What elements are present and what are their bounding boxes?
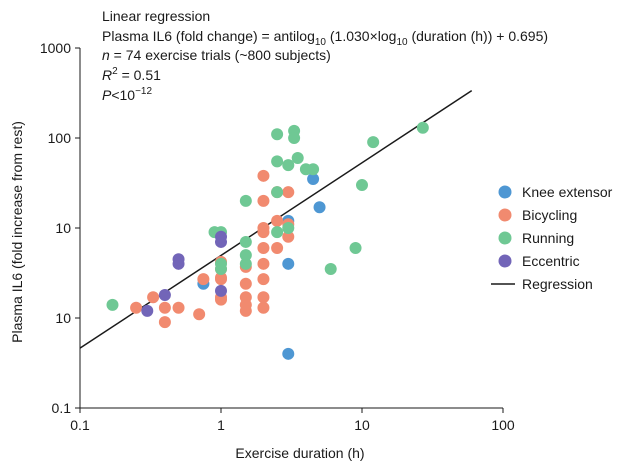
y-tick-label: 10 — [55, 310, 71, 326]
x-tick-label: 10 — [354, 417, 370, 433]
x-tick-label: 0.1 — [70, 417, 90, 433]
data-point-running — [291, 151, 304, 164]
data-point-bicycling — [147, 291, 160, 304]
data-point-bicycling — [172, 301, 185, 314]
y-tick-label: 0.1 — [52, 400, 72, 416]
legend-marker-bicycling — [498, 208, 512, 222]
data-point-running — [239, 235, 252, 248]
data-point-running — [307, 163, 320, 176]
data-point-running — [324, 263, 337, 276]
data-point-eccentric — [215, 230, 227, 243]
x-axis-label: Exercise duration (h) — [235, 445, 364, 461]
legend-marker-eccentric — [498, 254, 512, 268]
data-point-eccentric — [141, 304, 154, 317]
data-point-running — [239, 249, 252, 262]
legend-label-regression: Regression — [522, 276, 593, 292]
legend-label-bicycling: Bicycling — [522, 207, 577, 223]
data-point-knee-extensor — [282, 347, 295, 360]
data-point-eccentric — [215, 284, 227, 297]
data-point-eccentric — [172, 253, 185, 266]
y-axis-ticks: 0.1 10 10 100 1000 — [40, 40, 80, 416]
data-point-bicycling — [193, 308, 206, 321]
data-point-running — [288, 132, 301, 144]
y-tick-label: 10 — [55, 220, 71, 236]
x-axis-ticks: 0.1 1 10 100 — [70, 408, 515, 433]
data-point-running — [282, 222, 295, 234]
data-point-running — [416, 121, 429, 134]
data-point-bicycling — [215, 271, 227, 284]
data-point-running — [239, 257, 252, 270]
data-point-knee-extensor — [313, 201, 326, 214]
data-point-eccentric — [158, 289, 171, 302]
data-point-bicycling — [282, 186, 295, 199]
data-point-running — [282, 159, 295, 172]
data-point-running — [349, 241, 362, 254]
legend-label-eccentric: Eccentric — [522, 253, 580, 269]
legend-marker-knee-extensor — [498, 185, 512, 199]
y-tick-label: 1000 — [40, 40, 71, 56]
points-layer — [106, 121, 429, 360]
data-point-bicycling — [239, 277, 252, 290]
data-point-bicycling — [130, 301, 143, 314]
data-point-running — [106, 298, 119, 311]
y-axis-label: Plasma IL6 (fold increase from rest) — [9, 121, 25, 343]
data-point-bicycling — [197, 273, 210, 286]
data-point-bicycling — [257, 257, 270, 270]
data-point-knee-extensor — [282, 257, 295, 270]
legend-label-running: Running — [522, 230, 574, 246]
legend: Knee extensor Bicycling Running Eccentric Re… — [491, 184, 613, 292]
data-point-bicycling — [215, 293, 227, 306]
data-point-running — [271, 186, 284, 199]
annotation-equation: Plasma IL6 (fold change) = antilog10 (1.… — [102, 28, 548, 48]
data-point-running — [367, 136, 380, 149]
data-point-running — [239, 194, 252, 207]
x-tick-label: 1 — [217, 417, 225, 433]
data-point-bicycling — [257, 194, 270, 207]
data-point-bicycling — [271, 214, 284, 227]
data-point-bicycling — [257, 301, 270, 314]
data-point-bicycling — [257, 273, 270, 286]
data-point-running — [215, 257, 227, 270]
annotation-r2: R2 = 0.51 — [102, 66, 161, 83]
data-point-bicycling — [257, 169, 270, 182]
data-point-bicycling — [257, 241, 270, 254]
data-point-running — [271, 226, 284, 239]
data-point-bicycling — [257, 222, 270, 234]
data-point-knee-extensor — [307, 173, 320, 186]
y-tick-label: 100 — [48, 130, 72, 146]
data-point-bicycling — [158, 316, 171, 329]
data-point-bicycling — [158, 301, 171, 314]
x-tick-label: 100 — [491, 417, 515, 433]
data-point-bicycling — [282, 230, 295, 243]
data-point-running — [356, 179, 368, 192]
data-point-running — [271, 155, 284, 168]
data-point-bicycling — [271, 241, 284, 254]
annotation-n: n = 74 exercise trials (~800 subjects) — [102, 47, 331, 63]
data-point-bicycling — [239, 304, 252, 317]
annotation-block: Linear regression Plasma IL6 (fold chang… — [102, 8, 548, 103]
legend-marker-running — [498, 231, 512, 245]
legend-label-knee-extensor: Knee extensor — [522, 184, 613, 200]
annotation-title: Linear regression — [102, 8, 210, 24]
annotation-p: P<10−12 — [102, 86, 152, 103]
data-point-running — [271, 128, 284, 141]
data-point-bicycling — [257, 291, 270, 304]
